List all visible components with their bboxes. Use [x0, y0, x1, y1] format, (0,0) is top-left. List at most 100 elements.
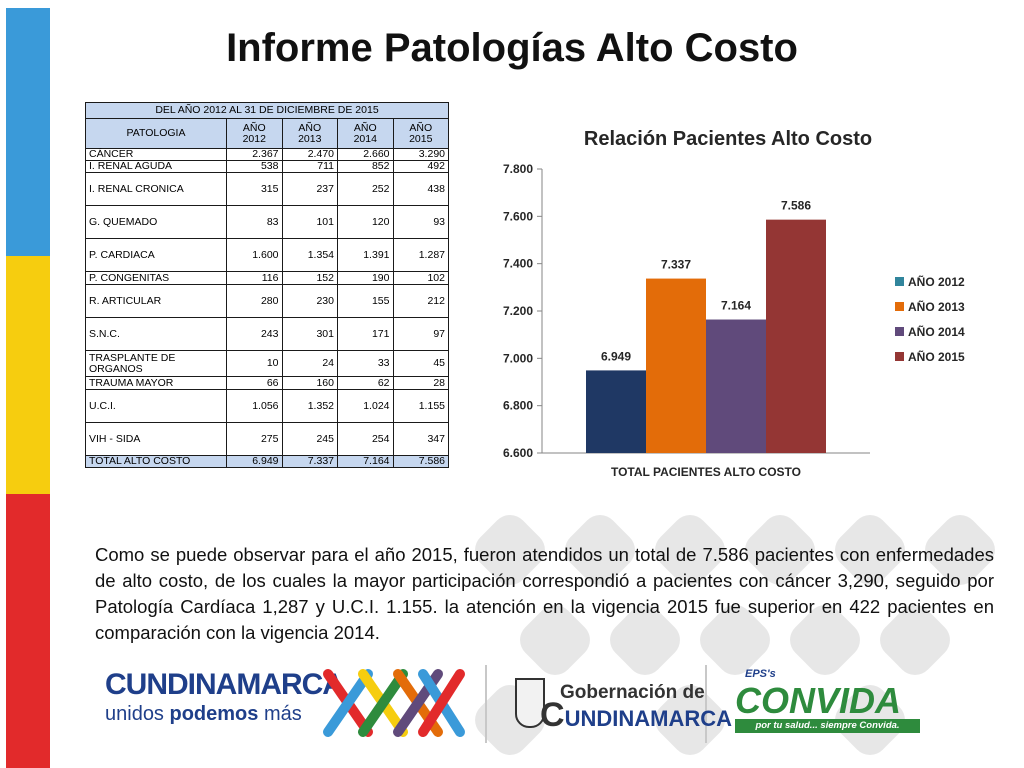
- cell-value: 1.600: [226, 238, 283, 272]
- legend-swatch: [895, 327, 904, 336]
- left-stripe-blue: [6, 8, 50, 256]
- cell-value: 7.337: [281, 455, 338, 468]
- logo-divider-1: [485, 665, 487, 743]
- legend-label: AÑO 2014: [908, 324, 965, 339]
- cell-value: 538: [226, 160, 283, 173]
- cell-pathology-name: VIH - SIDA: [85, 422, 227, 456]
- bar-a-o-2015: [766, 219, 826, 453]
- legend-label: AÑO 2015: [908, 349, 965, 364]
- cell-value: 1.155: [392, 389, 449, 423]
- table-row: P. CONGENITAS 116 152 190 102: [85, 271, 449, 285]
- cell-pathology-name: G. QUEMADO: [85, 205, 227, 239]
- pathology-table: DEL AÑO 2012 AL 31 DE DICIEMBRE DE 2015 …: [85, 102, 449, 468]
- bar-a-o-2013: [646, 278, 706, 453]
- table-row: CÁNCER 2.367 2.470 2.660 3.290: [85, 148, 449, 161]
- watermark-pattern: [475, 515, 995, 755]
- cell-value: 93: [392, 205, 449, 239]
- cell-value: 102: [392, 271, 449, 285]
- x-category-label: TOTAL PACIENTES ALTO COSTO: [611, 465, 801, 479]
- cell-value: 7.164: [337, 455, 394, 468]
- y-tick-label: 7.400: [503, 257, 533, 271]
- convida-logo-text: CONVIDA: [735, 680, 902, 721]
- cell-value: 2.660: [337, 148, 394, 161]
- cell-value: 3.290: [392, 148, 449, 161]
- cell-pathology-name: TRASPLANTE DE ORGANOS: [85, 350, 227, 377]
- col-header-patologia: PATOLOGIA: [85, 118, 227, 149]
- cell-value: 120: [337, 205, 394, 239]
- cell-value: 492: [392, 160, 449, 173]
- cell-value: 24: [281, 350, 338, 377]
- logo-divider-2: [705, 665, 707, 743]
- table-row: TRAUMA MAYOR 66 160 62 28: [85, 376, 449, 390]
- legend-swatch: [895, 352, 904, 361]
- table-row: S.N.C. 243 301 171 97: [85, 317, 449, 351]
- cell-value: 1.287: [392, 238, 449, 272]
- table-row: TRASPLANTE DE ORGANOS 10 24 33 45: [85, 350, 449, 377]
- convida-tagline: por tu salud... siempre Convida.: [735, 719, 920, 733]
- cell-value: 852: [337, 160, 394, 173]
- gobernacion-word: UNDINAMARCA: [564, 706, 732, 731]
- cell-value: 33: [337, 350, 394, 377]
- cell-value: 116: [226, 271, 283, 285]
- cell-value: 1.391: [337, 238, 394, 272]
- cell-value: 2.367: [226, 148, 283, 161]
- table-row: P. CARDIACA 1.600 1.354 1.391 1.287: [85, 238, 449, 272]
- cell-value: 101: [281, 205, 338, 239]
- col-header-2014: AÑO 2014: [337, 118, 394, 149]
- tagline-part-2: podemos: [169, 703, 259, 725]
- cell-value: 97: [392, 317, 449, 351]
- col-header-2012: AÑO 2012: [226, 118, 283, 149]
- table-row: I. RENAL AGUDA 538 711 852 492: [85, 160, 449, 173]
- cell-value: 245: [281, 422, 338, 456]
- cell-pathology-name: P. CARDIACA: [85, 238, 227, 272]
- cell-value: 2.470: [281, 148, 338, 161]
- table-row: U.C.I. 1.056 1.352 1.024 1.155: [85, 389, 449, 423]
- cell-pathology-name: R. ARTICULAR: [85, 284, 227, 318]
- cell-value: 190: [337, 271, 394, 285]
- bar-a-o-2014: [706, 319, 766, 453]
- y-tick-label: 7.200: [503, 304, 533, 318]
- cell-value: 275: [226, 422, 283, 456]
- table-caption: DEL AÑO 2012 AL 31 DE DICIEMBRE DE 2015: [85, 102, 449, 119]
- cell-pathology-name: TRAUMA MAYOR: [85, 376, 227, 390]
- eps-label: EPS's: [745, 668, 776, 680]
- cell-value: 1.354: [281, 238, 338, 272]
- cell-pathology-name: S.N.C.: [85, 317, 227, 351]
- cell-value: 152: [281, 271, 338, 285]
- cell-value: 230: [281, 284, 338, 318]
- cell-value: 28: [392, 376, 449, 390]
- tagline-part-3: más: [258, 703, 302, 725]
- cell-value: 252: [337, 172, 394, 206]
- legend-label: AÑO 2013: [908, 299, 965, 314]
- chart-title: Relación Pacientes Alto Costo: [584, 128, 872, 150]
- cell-value: 1.056: [226, 389, 283, 423]
- cundinamarca-x-logo-icon: [323, 669, 465, 737]
- table-row: G. QUEMADO 83 101 120 93: [85, 205, 449, 239]
- cell-value: 66: [226, 376, 283, 390]
- y-tick-label: 7.800: [503, 162, 533, 176]
- summary-paragraph: Como se puede observar para el año 2015,…: [95, 544, 994, 643]
- cell-value: 711: [281, 160, 338, 173]
- col-header-2015: AÑO 2015: [392, 118, 449, 149]
- gobernacion-logo-line2: CUNDINAMARCA: [540, 698, 732, 732]
- cell-value: 301: [281, 317, 338, 351]
- y-tick-label: 7.600: [503, 209, 533, 223]
- cell-value: 438: [392, 172, 449, 206]
- cell-pathology-name: U.C.I.: [85, 389, 227, 423]
- cell-value: 62: [337, 376, 394, 390]
- table-row: I. RENAL CRONICA 315 237 252 438: [85, 172, 449, 206]
- cell-pathology-name: I. RENAL AGUDA: [85, 160, 227, 173]
- cell-pathology-name: CÁNCER: [85, 148, 227, 161]
- cell-value: 212: [392, 284, 449, 318]
- bar-a-o-2012: [586, 370, 646, 453]
- bar-data-label: 7.586: [781, 199, 811, 213]
- cell-value: 6.949: [226, 455, 283, 468]
- cell-value: 7.586: [392, 455, 449, 468]
- table-row: R. ARTICULAR 280 230 155 212: [85, 284, 449, 318]
- cell-value: 237: [281, 172, 338, 206]
- table-row: TOTAL ALTO COSTO 6.949 7.337 7.164 7.586: [85, 455, 449, 468]
- left-stripe-yellow: [6, 256, 50, 494]
- table-row: VIH - SIDA 275 245 254 347: [85, 422, 449, 456]
- cell-value: 155: [337, 284, 394, 318]
- gobernacion-big-c: C: [540, 696, 565, 734]
